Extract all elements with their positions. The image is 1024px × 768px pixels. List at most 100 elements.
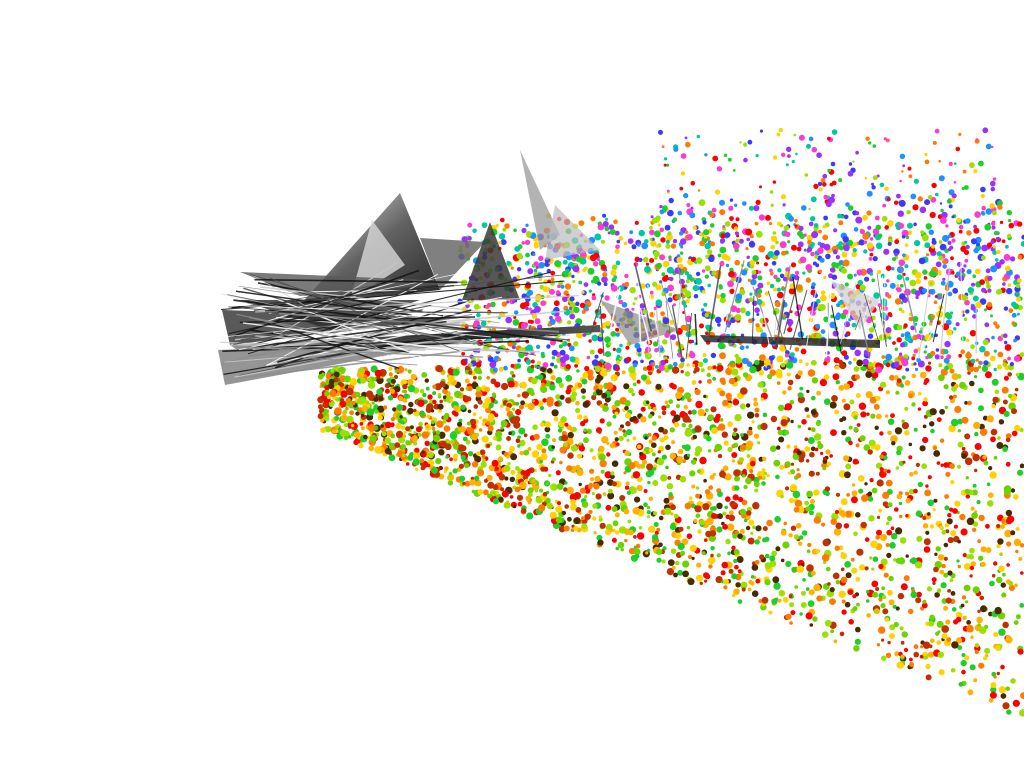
point bbox=[465, 439, 471, 445]
point bbox=[838, 265, 842, 270]
point bbox=[889, 633, 895, 639]
point bbox=[969, 574, 973, 578]
point bbox=[931, 244, 935, 249]
point bbox=[769, 268, 773, 273]
point bbox=[776, 355, 784, 363]
point bbox=[847, 170, 854, 177]
point bbox=[777, 291, 784, 299]
point bbox=[555, 506, 562, 513]
point bbox=[711, 270, 717, 276]
point bbox=[871, 567, 875, 571]
point bbox=[952, 394, 957, 399]
point bbox=[754, 413, 760, 418]
point bbox=[701, 269, 706, 273]
wireframe-line bbox=[234, 310, 567, 341]
point bbox=[851, 567, 858, 574]
wireframe-line bbox=[960, 262, 964, 348]
point bbox=[753, 476, 760, 484]
point bbox=[992, 250, 997, 256]
point bbox=[781, 286, 785, 289]
point bbox=[841, 609, 847, 615]
point bbox=[448, 475, 454, 481]
point bbox=[377, 405, 385, 413]
point bbox=[825, 491, 830, 497]
point bbox=[922, 516, 927, 520]
point bbox=[520, 470, 526, 476]
point bbox=[864, 176, 868, 180]
point bbox=[659, 209, 665, 215]
point bbox=[762, 388, 768, 393]
point bbox=[402, 379, 408, 385]
point bbox=[516, 473, 522, 480]
point bbox=[420, 388, 425, 394]
point bbox=[926, 586, 933, 592]
point bbox=[1002, 572, 1006, 577]
point bbox=[683, 405, 688, 410]
point bbox=[615, 260, 621, 266]
point bbox=[1000, 693, 1007, 699]
point bbox=[811, 427, 816, 432]
point bbox=[625, 421, 631, 427]
point bbox=[673, 146, 679, 152]
point bbox=[631, 392, 635, 397]
point bbox=[840, 567, 845, 572]
point bbox=[798, 225, 804, 231]
point bbox=[573, 517, 581, 525]
point bbox=[954, 405, 962, 414]
point bbox=[710, 546, 715, 551]
point bbox=[675, 532, 682, 539]
point bbox=[738, 238, 744, 244]
wireframe-line bbox=[752, 295, 755, 340]
point bbox=[896, 193, 901, 199]
point bbox=[334, 371, 340, 378]
point bbox=[831, 261, 838, 268]
point bbox=[791, 244, 797, 251]
wireframe-line bbox=[857, 290, 873, 341]
point bbox=[966, 230, 972, 236]
point bbox=[527, 487, 534, 494]
point bbox=[764, 579, 771, 586]
point bbox=[925, 530, 930, 535]
point bbox=[747, 411, 755, 419]
point bbox=[707, 449, 712, 453]
point bbox=[378, 396, 384, 402]
point bbox=[915, 278, 921, 285]
point bbox=[684, 392, 691, 400]
point bbox=[766, 519, 773, 527]
point bbox=[367, 377, 372, 382]
point bbox=[607, 492, 615, 500]
point bbox=[709, 241, 716, 247]
point bbox=[866, 590, 870, 594]
point bbox=[637, 444, 642, 449]
point bbox=[964, 240, 968, 244]
point bbox=[668, 492, 673, 497]
point bbox=[588, 482, 593, 488]
point bbox=[896, 337, 902, 343]
point bbox=[916, 333, 922, 339]
point bbox=[935, 192, 939, 197]
point bbox=[991, 378, 999, 386]
point bbox=[807, 437, 815, 444]
point bbox=[653, 511, 658, 516]
point bbox=[769, 271, 774, 276]
point bbox=[1019, 709, 1024, 717]
point bbox=[980, 546, 987, 553]
point bbox=[636, 532, 645, 540]
point bbox=[922, 288, 928, 294]
point bbox=[914, 367, 919, 371]
point bbox=[446, 381, 452, 386]
point bbox=[627, 519, 632, 524]
point bbox=[829, 267, 836, 273]
point bbox=[930, 350, 936, 356]
point bbox=[534, 318, 541, 325]
point bbox=[609, 443, 615, 449]
point bbox=[948, 161, 953, 166]
point bbox=[763, 262, 769, 267]
point bbox=[591, 295, 597, 301]
point bbox=[587, 374, 594, 381]
point bbox=[866, 613, 871, 618]
point bbox=[568, 345, 575, 352]
point bbox=[578, 442, 582, 446]
